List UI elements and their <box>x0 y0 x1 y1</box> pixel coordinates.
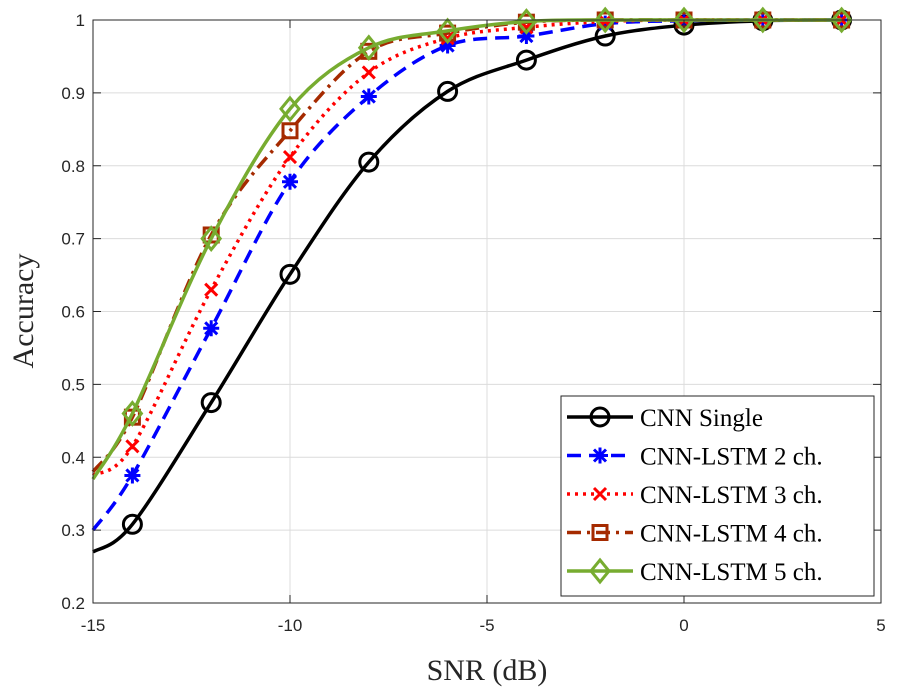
x-tick-label: 5 <box>876 616 885 635</box>
legend-marker <box>592 447 608 464</box>
y-tick-label: 0.7 <box>61 230 85 249</box>
data-point-marker <box>121 400 144 427</box>
data-point-marker <box>282 149 298 165</box>
data-point-marker <box>121 513 143 535</box>
data-point-marker <box>518 28 535 45</box>
data-point-marker <box>200 392 222 414</box>
data-point-marker <box>360 88 377 105</box>
y-tick-label: 0.4 <box>61 448 85 467</box>
data-point-marker <box>361 65 376 80</box>
x-tick-label: 0 <box>679 616 688 635</box>
legend-marker <box>589 406 611 428</box>
data-point-marker <box>437 80 459 102</box>
legend-label: CNN-LSTM 5 ch. <box>640 559 823 586</box>
legend-label: CNN-LSTM 4 ch. <box>640 521 823 548</box>
y-tick-label: 1 <box>76 11 85 30</box>
legend-label: CNN Single <box>640 405 763 432</box>
x-axis-title: SNR (dB) <box>427 654 548 687</box>
data-point-marker <box>515 8 538 35</box>
x-tick-label: -15 <box>81 616 106 635</box>
data-point-marker <box>204 282 219 297</box>
data-point-marker <box>279 95 301 123</box>
y-tick-label: 0.2 <box>61 594 85 613</box>
data-point-marker <box>515 49 537 71</box>
data-point-marker <box>594 6 617 34</box>
data-point-marker <box>281 122 299 140</box>
legend-box <box>560 395 875 597</box>
series-line <box>91 18 842 532</box>
legend-label: CNN-LSTM 2 ch. <box>640 444 823 471</box>
data-point-marker <box>124 467 141 484</box>
y-tick-label: 0.5 <box>61 375 85 394</box>
legend: CNN Single CNN-LSTM 2 ch. CNN-LSTM 3 ch. CN… <box>560 395 875 597</box>
y-tick-label: 0.9 <box>61 84 85 103</box>
axis-ticks <box>92 19 882 604</box>
data-point-marker <box>282 173 298 190</box>
x-tick-label: -5 <box>479 616 494 635</box>
data-point-marker <box>830 6 853 34</box>
data-point-marker <box>439 37 456 54</box>
y-tick-label: 0.6 <box>61 303 85 322</box>
legend-marker <box>589 557 611 585</box>
data-point-marker <box>279 263 301 285</box>
legend-label: CNN-LSTM 3 ch. <box>640 482 823 509</box>
data-point-marker <box>125 439 140 454</box>
data-point-marker <box>673 6 695 34</box>
y-tick-label: 0.3 <box>61 521 85 540</box>
x-tick-label: -10 <box>278 616 303 635</box>
legend-marker <box>591 524 609 541</box>
data-point-marker <box>358 151 380 173</box>
y-axis-title: Accuracy <box>7 254 40 369</box>
data-point-marker <box>597 15 614 32</box>
data-point-marker <box>203 320 220 337</box>
data-point-marker <box>436 17 459 45</box>
data-point-marker <box>200 225 223 252</box>
tick-labels: -15 -10 -5 0 5 0.2 0.3 0.4 0.5 0.6 0.7 0.8 0.9 1 <box>61 11 885 635</box>
data-point-marker <box>751 6 774 34</box>
data-point-marker <box>357 34 380 62</box>
series-line <box>91 18 842 478</box>
legend-marker <box>592 486 608 502</box>
y-tick-label: 0.8 <box>61 157 85 176</box>
